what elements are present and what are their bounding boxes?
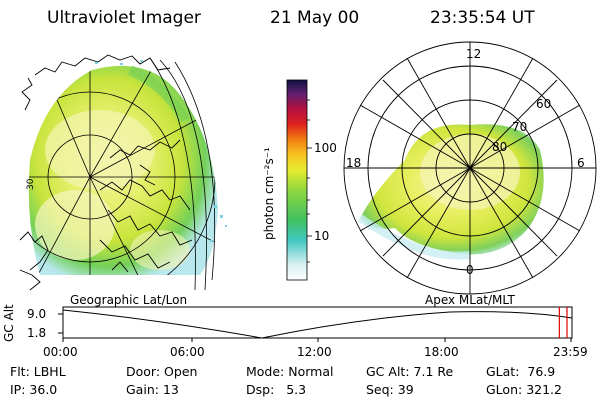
status-door: Door: Open: [126, 364, 198, 379]
geographic-projection-label: Geographic Lat/Lon: [70, 293, 188, 307]
status-flt: Flt: LBHL: [10, 364, 66, 379]
timeline-ylabel: GC Alt: [2, 304, 16, 342]
mlt-label-18: 18: [346, 156, 362, 170]
timeline-ytick-max: 9.0: [27, 307, 47, 321]
status-mode-value: Normal: [288, 364, 334, 379]
status-mode: Mode: Normal: [246, 364, 334, 379]
mlat-label-80: 80: [492, 140, 508, 154]
status-gcalt-value: 7.1 Re: [413, 364, 454, 379]
colorbar-ticks: [307, 99, 312, 263]
mlat-label-70: 70: [512, 120, 528, 134]
timeline-xtick-1800: 18:00: [424, 345, 459, 359]
status-gain-value: 13: [162, 382, 179, 397]
status-gcalt: GC Alt: 7.1 Re: [366, 364, 454, 379]
timeline-xtick-2359: 23:59: [553, 345, 588, 359]
status-ip-value: 36.0: [29, 382, 58, 397]
timeline-ytick-min: 1.8: [27, 326, 47, 340]
colorbar-unit-label: photon cm⁻²s⁻¹: [262, 147, 276, 240]
app-title: Ultraviolet Imager: [47, 8, 201, 28]
status-door-value: Open: [164, 364, 198, 379]
geographic-noise: [95, 60, 227, 242]
status-glon: GLon: 321.2: [486, 382, 562, 397]
mlat-label-60: 60: [536, 97, 552, 111]
apex-grid: [343, 41, 597, 295]
apex-projection-label: Apex MLat/MLT: [425, 293, 515, 307]
timeline-xtick-1200: 12:00: [297, 345, 332, 359]
mlt-label-6: 6: [577, 156, 585, 170]
image-date: 21 May 00: [270, 8, 360, 28]
status-flt-value: LBHL: [33, 364, 66, 379]
timeline-xtick-0000: 00:00: [43, 345, 78, 359]
geographic-coastlines: [19, 54, 193, 291]
image-time: 23:35:54 UT: [430, 8, 535, 28]
svg-text:30: 30: [26, 178, 36, 190]
geographic-aurora-image: [28, 65, 218, 275]
status-dsp: Dsp: 5.3: [246, 382, 307, 397]
colorbar-tick-100: 100: [314, 141, 337, 155]
mlt-label-0: 0: [466, 263, 474, 277]
geographic-grid: [28, 57, 218, 291]
status-seq: Seq: 39: [366, 382, 414, 397]
status-glon-value: 321.2: [526, 382, 562, 397]
apex-aurora-image: [357, 124, 544, 260]
colorbar: [286, 79, 308, 281]
status-dsp-value: 5.3: [286, 382, 307, 397]
status-seq-value: 39: [397, 382, 414, 397]
status-gain: Gain: 13: [126, 382, 179, 397]
status-ip: IP: 36.0: [10, 382, 58, 397]
status-glat-value: 76.9: [527, 364, 556, 379]
orbit-timeline: [58, 306, 573, 342]
colorbar-tick-10: 10: [314, 229, 330, 243]
timeline-xtick-0600: 06:00: [170, 345, 205, 359]
status-glat: GLat: 76.9: [486, 364, 556, 379]
mlt-label-12: 12: [466, 47, 482, 61]
